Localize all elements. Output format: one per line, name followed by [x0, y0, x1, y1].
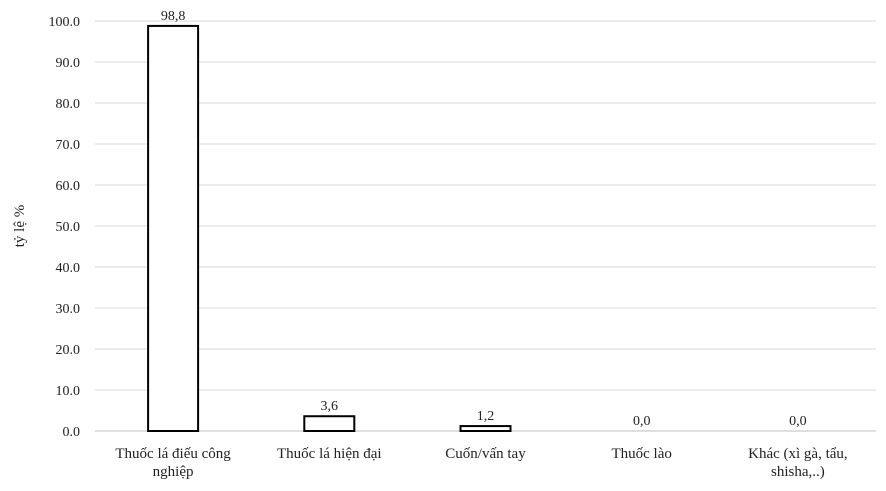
- y-tick-label: 20.0: [56, 343, 81, 358]
- x-category-label: Thuốc lào: [611, 446, 671, 462]
- y-tick-label: 40.0: [56, 261, 81, 276]
- y-tick-label: 50.0: [56, 220, 81, 235]
- bar-value-label: 98,8: [161, 9, 186, 24]
- bar-value-label: 0,0: [789, 414, 807, 429]
- y-tick-label: 30.0: [56, 302, 81, 317]
- x-category-label: Thuốc lá điếu công nghiệp: [115, 446, 231, 480]
- bar-value-label: 3,6: [321, 399, 339, 414]
- y-axis-title: tỷ lệ %: [12, 205, 28, 248]
- y-axis-ticks: 0.0 10.0 20.0 30.0 40.0 50.0 60.0 70.0 80.0 90.0 1…: [49, 15, 81, 440]
- y-tick-label: 90.0: [56, 56, 81, 71]
- bar-value-label: 0,0: [633, 414, 651, 429]
- bar: [147, 24, 200, 432]
- y-tick-label: 80.0: [56, 97, 81, 112]
- x-category-label: Khác (xì gà, tẩu, shisha,..): [748, 446, 848, 480]
- y-tick-label: 10.0: [56, 384, 81, 399]
- x-axis-categories: Thuốc lá điếu công nghiệp Thuốc lá hiện đạ…: [115, 446, 847, 480]
- gridlines: [95, 20, 876, 432]
- y-tick-label: 70.0: [56, 138, 81, 153]
- x-category-label: Cuốn/vấn tay: [445, 446, 526, 462]
- y-tick-label: 100.0: [49, 15, 81, 30]
- data-labels: 98,8 3,6 1,2 0,0 0,0: [161, 9, 807, 429]
- bar-value-label: 1,2: [477, 409, 495, 424]
- x-category-label: Thuốc lá hiện đại: [277, 446, 382, 462]
- bar: [459, 425, 512, 432]
- y-tick-label: 60.0: [56, 179, 81, 194]
- bars: [147, 24, 512, 432]
- y-tick-label: 0.0: [63, 425, 81, 440]
- bar: [303, 415, 356, 432]
